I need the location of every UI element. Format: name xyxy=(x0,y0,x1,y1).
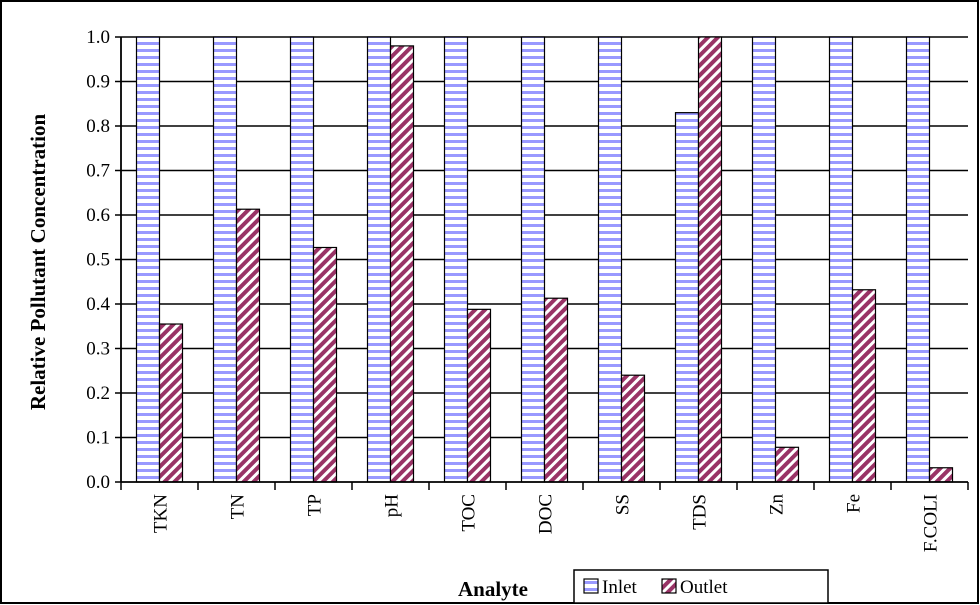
y-tick-label: 0.2 xyxy=(86,383,110,404)
y-tick-label: 0.5 xyxy=(86,250,110,271)
x-tick-label: Zn xyxy=(767,494,788,516)
bar-outlet-ph xyxy=(389,45,415,483)
bar-inlet-ss xyxy=(597,36,623,483)
bar-inlet-tds xyxy=(674,112,700,483)
x-tick-label: SS xyxy=(613,494,634,515)
x-axis-title: Analyte xyxy=(458,577,528,601)
legend: Inlet Outlet xyxy=(573,569,829,604)
bar-outlet-tn xyxy=(235,208,261,483)
bar-outlet-fcoli xyxy=(928,467,954,483)
y-tick-label: 0.7 xyxy=(86,161,110,182)
bar-inlet-toc xyxy=(443,36,469,483)
legend-swatch-outlet xyxy=(661,578,677,594)
y-tick-label: 0.4 xyxy=(86,294,110,315)
y-tick-label: 1.0 xyxy=(86,27,110,48)
y-axis-title: Relative Pollutant Concentration xyxy=(26,114,50,411)
bar-outlet-toc xyxy=(466,308,492,483)
legend-swatch-inlet xyxy=(583,578,599,594)
bar-outlet-zn xyxy=(774,446,800,483)
bar-outlet-tp xyxy=(312,246,338,483)
bar-outlet-tkn xyxy=(158,323,184,483)
bar-inlet-fe xyxy=(828,36,854,483)
legend-label-inlet: Inlet xyxy=(602,577,638,598)
bar-inlet-doc xyxy=(520,36,546,483)
bar-outlet-doc xyxy=(543,297,569,483)
bar-inlet-fcoli xyxy=(905,36,931,483)
axes xyxy=(115,36,969,490)
y-tick-label: 0.9 xyxy=(86,72,110,93)
y-tick-label: 0.3 xyxy=(86,339,110,360)
x-tick-label: Fe xyxy=(844,494,865,513)
y-tick-label: 0.1 xyxy=(86,428,110,449)
legend-box xyxy=(573,569,829,604)
y-tick-labels: 0.0 0.1 0.2 0.3 0.4 0.5 0.6 0.7 0.8 0.9 1.0 xyxy=(86,27,110,493)
x-tick-label: DOC xyxy=(536,494,557,534)
x-tick-label: TN xyxy=(228,494,249,520)
bar-inlet-ph xyxy=(366,36,392,483)
bar-inlet-zn xyxy=(751,36,777,483)
x-tick-labels: TKN TN TP pH TOC DOC SS TDS Zn Fe F.COLI xyxy=(151,494,942,553)
bar-outlet-fe xyxy=(851,289,877,483)
x-tick-label: F.COLI xyxy=(921,494,942,552)
x-tick-label: TOC xyxy=(459,494,480,532)
bar-inlet-tkn xyxy=(135,36,161,483)
bar-outlet-tds xyxy=(697,36,723,483)
legend-label-outlet: Outlet xyxy=(680,577,728,598)
bar-inlet-tn xyxy=(212,36,238,483)
x-tick-label: TDS xyxy=(690,494,711,530)
bars xyxy=(135,36,954,483)
y-tick-label: 0.8 xyxy=(86,116,110,137)
bar-outlet-ss xyxy=(620,374,646,483)
bar-inlet-tp xyxy=(289,36,315,483)
y-tick-label: 0.6 xyxy=(86,205,110,226)
x-tick-label: pH xyxy=(382,494,403,518)
x-tick-label: TP xyxy=(305,494,326,516)
y-tick-label: 0.0 xyxy=(86,472,110,493)
x-tick-label: TKN xyxy=(151,494,172,533)
